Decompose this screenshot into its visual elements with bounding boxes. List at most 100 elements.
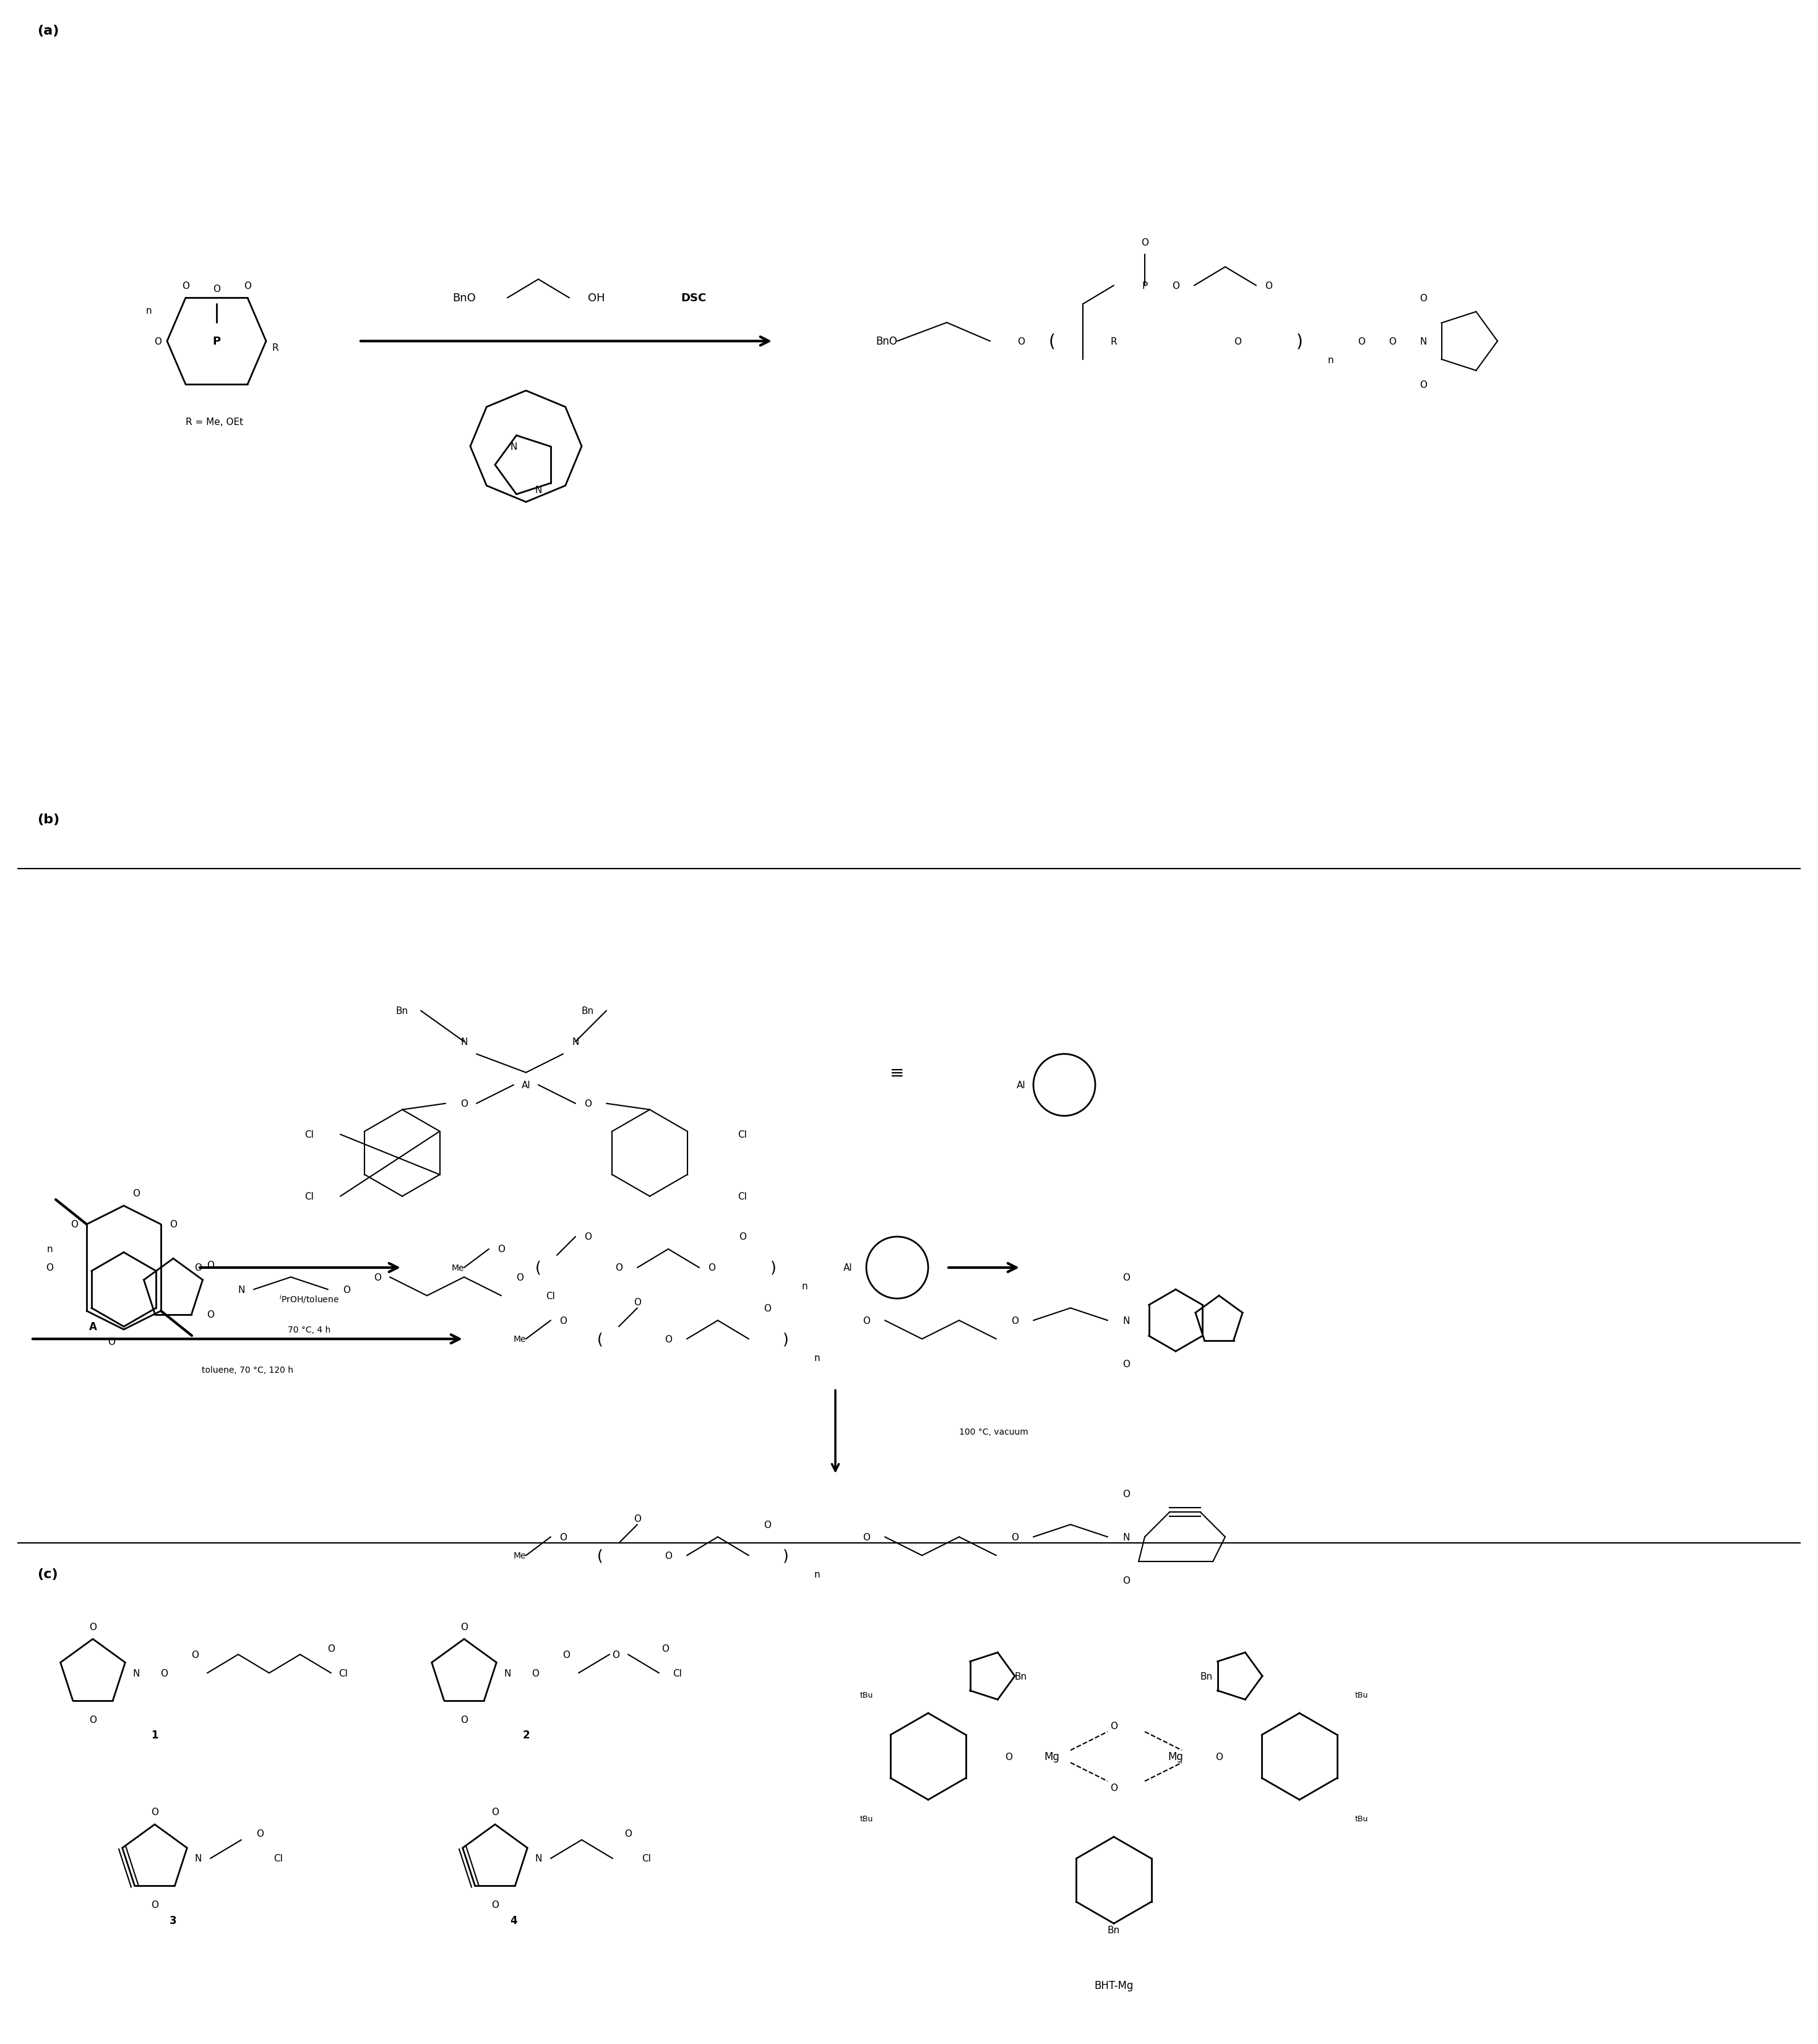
Text: O: O (665, 1551, 673, 1560)
Text: Cl: Cl (738, 1130, 747, 1139)
Text: ): ) (784, 1333, 789, 1347)
Text: Bn: Bn (1107, 1925, 1120, 1934)
Text: n: n (47, 1245, 53, 1253)
Text: 4: 4 (511, 1915, 516, 1925)
Text: O: O (244, 282, 251, 290)
Text: O: O (182, 282, 189, 290)
Text: Cl: Cl (673, 1668, 682, 1678)
Text: ): ) (771, 1261, 776, 1275)
Text: O: O (614, 1263, 622, 1273)
Text: ): ) (784, 1547, 789, 1564)
Text: 100 °C, vacuum: 100 °C, vacuum (960, 1427, 1029, 1437)
Text: Al: Al (1016, 1081, 1025, 1089)
Text: Cl: Cl (275, 1854, 284, 1862)
Text: O: O (89, 1623, 96, 1631)
Text: O: O (584, 1100, 591, 1108)
Text: Cl: Cl (305, 1192, 315, 1202)
Text: Cl: Cl (545, 1292, 554, 1300)
Text: O: O (665, 1335, 673, 1343)
Text: O: O (1265, 282, 1273, 290)
Text: (: ( (1049, 333, 1054, 350)
Text: Mg: Mg (1167, 1752, 1184, 1762)
Text: n: n (802, 1282, 807, 1292)
Text: BHT-Mg: BHT-Mg (1094, 1981, 1133, 1991)
Text: (b): (b) (36, 814, 60, 826)
Text: Bn: Bn (582, 1006, 594, 1016)
Text: O: O (707, 1263, 714, 1273)
Text: O: O (1420, 380, 1427, 390)
Text: OH: OH (587, 292, 605, 305)
Text: N: N (460, 1036, 467, 1047)
Text: N: N (1124, 1533, 1129, 1541)
Text: O: O (1011, 1316, 1018, 1325)
Text: O: O (207, 1261, 215, 1269)
Text: O: O (1214, 1752, 1224, 1762)
Text: O: O (491, 1807, 498, 1817)
Text: (a): (a) (36, 25, 58, 37)
Text: 70 °C, 4 h: 70 °C, 4 h (287, 1325, 331, 1335)
Text: O: O (151, 1807, 158, 1817)
Text: n: n (814, 1570, 820, 1578)
Text: $^i$PrOH/toluene: $^i$PrOH/toluene (280, 1294, 340, 1304)
Text: A: A (89, 1320, 96, 1333)
Text: N: N (238, 1286, 245, 1294)
Text: DSC: DSC (680, 292, 705, 305)
Text: Bn: Bn (1014, 1672, 1027, 1680)
Text: R: R (1111, 337, 1116, 345)
Text: Me: Me (513, 1335, 525, 1343)
Text: Bn: Bn (396, 1006, 409, 1016)
Text: 2: 2 (522, 1729, 529, 1741)
Text: tBu: tBu (860, 1815, 873, 1823)
Text: Cl: Cl (738, 1192, 747, 1202)
Text: O: O (662, 1643, 669, 1654)
Text: n: n (145, 307, 151, 315)
Text: O: O (1122, 1490, 1131, 1498)
Text: O: O (738, 1233, 745, 1241)
Text: BnO: BnO (453, 292, 476, 305)
Text: O: O (460, 1100, 467, 1108)
Text: O: O (634, 1298, 642, 1306)
Text: O: O (133, 1190, 140, 1198)
Text: O: O (1122, 1576, 1131, 1584)
Text: O: O (169, 1220, 176, 1228)
Text: N: N (133, 1668, 140, 1678)
Text: O: O (560, 1533, 567, 1541)
Text: O: O (155, 337, 162, 345)
Text: N: N (504, 1668, 511, 1678)
Text: O: O (460, 1715, 467, 1725)
Text: O: O (584, 1233, 591, 1241)
Text: BnO: BnO (876, 335, 898, 347)
Text: tBu: tBu (860, 1690, 873, 1699)
Text: O: O (1173, 282, 1180, 290)
Text: P: P (213, 335, 220, 347)
Text: Me: Me (451, 1263, 464, 1271)
Text: O: O (45, 1263, 53, 1273)
Text: n: n (1327, 356, 1333, 364)
Text: toluene, 70 °C, 120 h: toluene, 70 °C, 120 h (202, 1365, 293, 1374)
Text: N: N (1124, 1316, 1129, 1325)
Text: O: O (634, 1515, 642, 1523)
Text: (: ( (534, 1261, 542, 1275)
Text: Cl: Cl (305, 1130, 315, 1139)
Text: Cl: Cl (338, 1668, 347, 1678)
Text: Me: Me (513, 1551, 525, 1560)
Text: Al: Al (844, 1263, 853, 1273)
Text: N: N (1420, 337, 1427, 345)
Text: P: P (1142, 282, 1147, 290)
Text: O: O (1420, 294, 1427, 303)
Text: O: O (344, 1286, 351, 1294)
Text: O: O (562, 1650, 569, 1660)
Text: O: O (1005, 1752, 1013, 1762)
Text: N: N (195, 1854, 202, 1862)
Text: 3: 3 (169, 1915, 176, 1925)
Text: O: O (460, 1623, 467, 1631)
Text: Mg: Mg (1044, 1752, 1060, 1762)
Text: (c): (c) (36, 1568, 58, 1580)
Text: O: O (256, 1829, 264, 1838)
Text: R = Me, OEt: R = Me, OEt (185, 417, 244, 427)
Text: O: O (764, 1521, 771, 1529)
Text: O: O (1122, 1273, 1131, 1282)
Text: O: O (1111, 1782, 1118, 1793)
Text: O: O (89, 1715, 96, 1725)
Text: O: O (327, 1643, 335, 1654)
